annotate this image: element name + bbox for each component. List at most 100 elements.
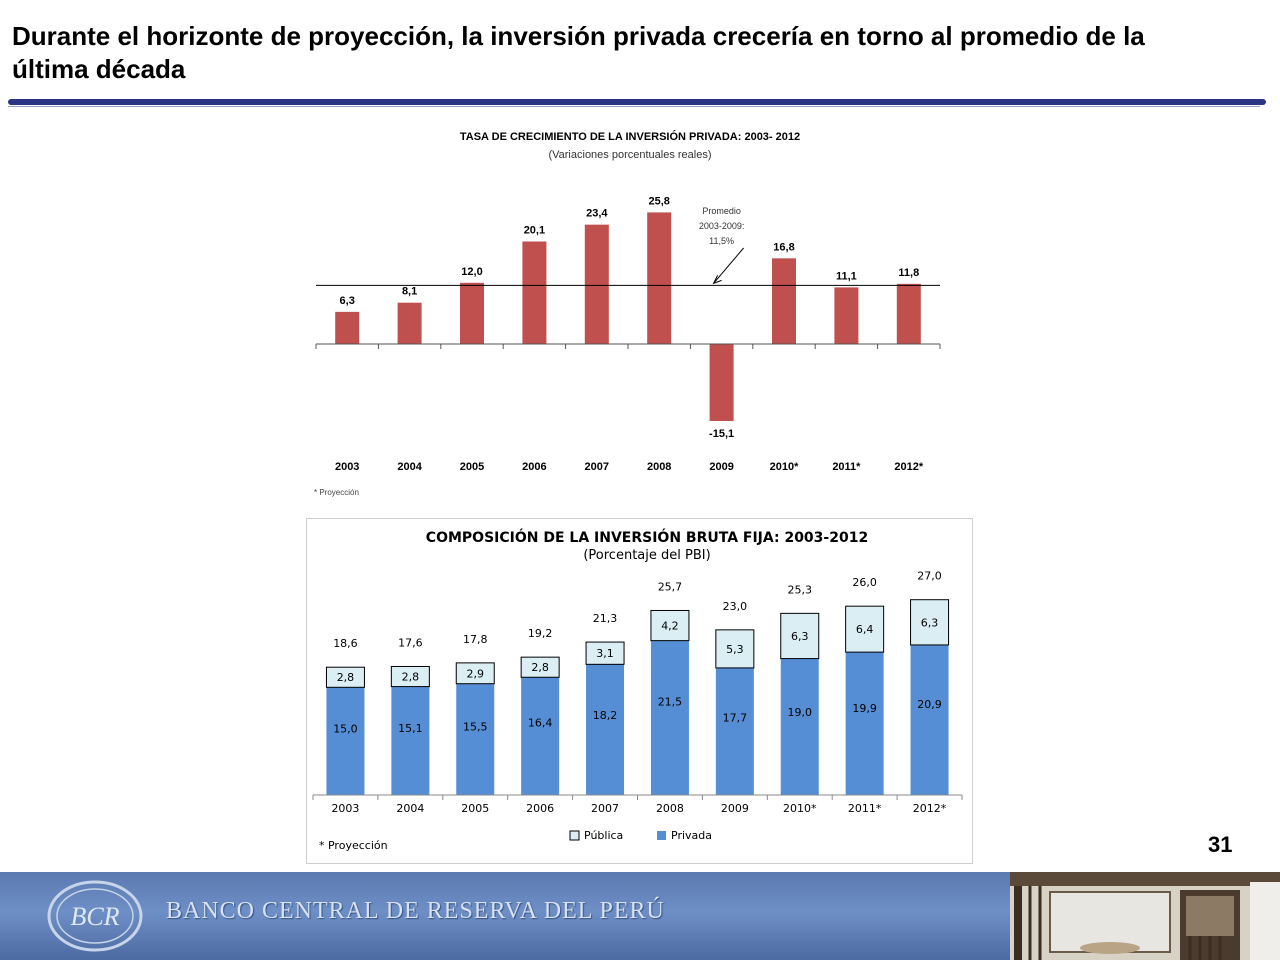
chart2-bar-publica [520,656,560,678]
chart1-data-label: 23,4 [586,208,608,220]
chart1-bar [522,241,547,344]
chart2-label-privada: 17,7 [723,711,748,724]
chart1-bar [397,302,422,344]
chart1-bar [584,224,609,344]
chart2-tick-label: 2005 [461,802,489,815]
chart2-label-publica: 2,8 [402,671,420,684]
chart2-bar-publica [650,609,690,642]
chart2-label-publica: 6,3 [791,630,809,643]
chart1-annotation-line: 2003-2009: [699,221,745,231]
chart1-data-label: -15,1 [709,428,734,440]
chart1-annotation-arrowhead [712,275,722,285]
chart2-total-label: 23,0 [723,600,748,613]
chart2-legend-swatch-privada [657,831,666,840]
chart2-label-publica: 2,8 [531,661,549,674]
chart2-title: COMPOSICIÓN DE LA INVERSIÓN BRUTA FIJA: … [426,528,868,546]
chart2-bar-publica [780,612,820,660]
chart2-tick-label: 2003 [331,802,359,815]
chart2-tick-label: 2010* [783,802,817,815]
chart1-tick-label: 2006 [522,461,546,473]
chart2-tick-label: 2007 [591,802,619,815]
chart2-label-privada: 16,4 [528,717,553,730]
chart2-bar-privada [780,658,819,795]
chart2-bar-privada [456,683,495,795]
chart2-tick-label: 2009 [721,802,749,815]
chart1-bar [647,212,672,344]
chart1-tick-label: 2003 [335,461,359,473]
chart2-total-label: 25,7 [658,580,683,593]
chart1-bar [335,311,360,344]
chart2-tick-label: 2008 [656,802,684,815]
chart-fixed-investment-composition: COMPOSICIÓN DE LA INVERSIÓN BRUTA FIJA: … [312,528,963,852]
chart2-label-publica: 5,3 [726,643,744,656]
chart2-label-publica: 6,4 [856,623,874,636]
chart2-tick-label: 2004 [396,802,424,815]
chart2-label-privada: 19,0 [788,706,813,719]
chart2-total-label: 18,6 [333,637,358,650]
chart2-label-publica: 3,1 [596,647,614,660]
chart2-subtitle: (Porcentaje del PBI) [583,548,710,563]
chart1-data-label: 8,1 [402,286,417,298]
chart1-subtitle: (Variaciones porcentuales reales) [548,149,711,161]
chart2-bar-privada [910,644,949,795]
chart1-annotation-arrow [713,247,744,284]
chart2-bar-publica [715,629,755,669]
chart2-bar-publica [845,605,885,653]
chart2-label-publica: 2,9 [467,667,485,680]
chart2-bar-publica [585,641,625,665]
chart1-footnote: * Proyección [314,488,359,497]
chart2-bar-privada [391,686,430,795]
chart1-data-label: 11,8 [898,267,919,279]
chart2-total-label: 26,0 [852,576,877,589]
chart1-data-label: 16,8 [773,241,794,253]
chart1-bar [834,287,859,344]
chart2-label-publica: 6,3 [921,616,939,629]
chart2-legend-label: Privada [671,829,712,842]
chart1-tick-label: 2008 [647,461,671,473]
chart2-footnote: * Proyección [319,839,388,852]
chart2-bar-publica [455,662,495,685]
slide-title: Durante el horizonte de proyección, la i… [12,21,1145,84]
chart2-bar-privada [586,664,625,795]
museum-photo [1010,872,1280,960]
chart1-data-label: 6,3 [340,295,355,307]
chart2-label-privada: 15,5 [463,720,488,733]
title-rule-thin [8,106,1260,107]
title-rule [8,99,1266,105]
chart1-bar [896,283,921,344]
chart2-label-privada: 15,0 [333,723,358,736]
chart2-tick-label: 2006 [526,802,554,815]
chart2-label-privada: 18,2 [593,709,618,722]
chart1-tick-label: 2005 [460,461,484,473]
chart1-tick-label: 2009 [709,461,733,473]
chart2-bar-publica [325,666,365,688]
chart1-annotation-line: Promedio [702,206,741,216]
chart2-label-privada: 19,9 [852,702,877,715]
chart2-bar-privada [326,687,365,795]
chart2-label-privada: 15,1 [398,722,423,735]
chart2-total-label: 17,6 [398,636,423,649]
chart1-bar [709,344,734,422]
chart2-tick-label: 2012* [913,802,947,815]
chart2-total-label: 25,3 [788,583,813,596]
chart1-tick-label: 2011* [832,461,861,473]
chart2-bar-publica [910,599,950,646]
chart2-total-label: 27,0 [917,570,942,583]
chart1-data-label: 20,1 [524,224,545,236]
chart2-total-label: 17,8 [463,633,488,646]
chart2-bar-privada [650,640,689,795]
chart2-legend-label: Pública [584,829,623,842]
footer-bank-name: BANCO CENTRAL DE RESERVA DEL PERÚ [166,898,665,924]
chart1-tick-label: 2004 [397,461,422,473]
chart1-tick-label: 2010* [770,461,799,473]
chart1-bar [772,258,796,344]
chart1-data-label: 25,8 [648,195,669,207]
chart1-data-label: 11,1 [836,270,857,282]
chart1-bar [460,282,484,344]
chart2-label-publica: 2,8 [337,671,355,684]
chart2-total-label: 19,2 [528,627,553,640]
footer-banner: BCR BANCO CENTRAL DE RESERVA DEL PERÚ [0,872,1280,960]
chart2-label-privada: 20,9 [917,698,942,711]
chart2-total-label: 21,3 [593,612,618,625]
chart2-bar-publica [390,665,430,688]
